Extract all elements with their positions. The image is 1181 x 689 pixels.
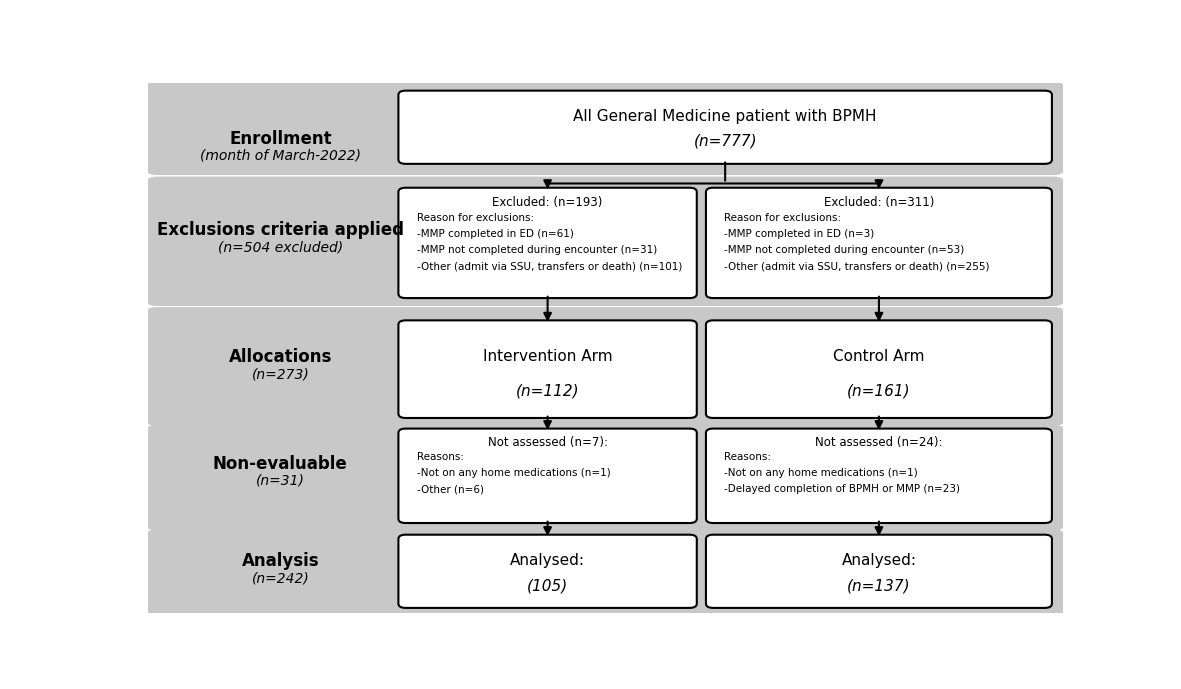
Text: Reasons:: Reasons:: [724, 452, 771, 462]
FancyBboxPatch shape: [145, 176, 1065, 306]
FancyBboxPatch shape: [145, 529, 1065, 615]
Text: (n=273): (n=273): [252, 367, 309, 382]
Text: Analysis: Analysis: [242, 552, 319, 570]
FancyBboxPatch shape: [398, 187, 697, 298]
Text: Excluded: (n=193): Excluded: (n=193): [492, 196, 602, 209]
Text: Excluded: (n=311): Excluded: (n=311): [823, 196, 934, 209]
Text: -MMP completed in ED (n=61): -MMP completed in ED (n=61): [417, 229, 574, 239]
Text: -Not on any home medications (n=1): -Not on any home medications (n=1): [417, 468, 611, 478]
FancyBboxPatch shape: [706, 535, 1052, 608]
Text: -Other (admit via SSU, transfers or death) (n=255): -Other (admit via SSU, transfers or deat…: [724, 261, 990, 271]
Text: (105): (105): [527, 578, 568, 593]
Text: Reasons:: Reasons:: [417, 452, 464, 462]
Text: -MMP not completed during encounter (n=31): -MMP not completed during encounter (n=3…: [417, 245, 657, 256]
Text: (n=137): (n=137): [847, 578, 911, 593]
Text: Enrollment: Enrollment: [229, 130, 332, 148]
FancyBboxPatch shape: [706, 320, 1052, 418]
Text: -MMP not completed during encounter (n=53): -MMP not completed during encounter (n=5…: [724, 245, 965, 256]
FancyBboxPatch shape: [706, 187, 1052, 298]
FancyBboxPatch shape: [398, 91, 1052, 164]
Text: -Other (admit via SSU, transfers or death) (n=101): -Other (admit via SSU, transfers or deat…: [417, 261, 683, 271]
Text: Intervention Arm: Intervention Arm: [483, 349, 613, 364]
Text: Control Arm: Control Arm: [833, 349, 925, 364]
FancyBboxPatch shape: [398, 535, 697, 608]
Text: Non-evaluable: Non-evaluable: [213, 455, 347, 473]
Text: (n=777): (n=777): [693, 134, 757, 149]
Text: Reason for exclusions:: Reason for exclusions:: [417, 214, 534, 223]
Text: -MMP completed in ED (n=3): -MMP completed in ED (n=3): [724, 229, 874, 239]
FancyBboxPatch shape: [398, 320, 697, 418]
Text: -Other (n=6): -Other (n=6): [417, 484, 484, 494]
Text: Reason for exclusions:: Reason for exclusions:: [724, 214, 841, 223]
Text: (n=504 excluded): (n=504 excluded): [217, 240, 342, 254]
Text: Analysed:: Analysed:: [510, 553, 585, 568]
FancyBboxPatch shape: [145, 425, 1065, 531]
FancyBboxPatch shape: [398, 429, 697, 523]
FancyBboxPatch shape: [145, 81, 1065, 175]
Text: Not assessed (n=7):: Not assessed (n=7):: [488, 436, 607, 449]
Text: (n=31): (n=31): [256, 473, 305, 488]
FancyBboxPatch shape: [145, 307, 1065, 426]
Text: (n=112): (n=112): [516, 383, 580, 398]
Text: Allocations: Allocations: [229, 349, 332, 367]
Text: Not assessed (n=24):: Not assessed (n=24):: [815, 436, 942, 449]
Text: Analysed:: Analysed:: [841, 553, 916, 568]
Text: (n=242): (n=242): [252, 571, 309, 585]
Text: (n=161): (n=161): [847, 383, 911, 398]
Text: -Not on any home medications (n=1): -Not on any home medications (n=1): [724, 468, 918, 478]
Text: (month of March-2022): (month of March-2022): [200, 149, 361, 163]
Text: -Delayed completion of BPMH or MMP (n=23): -Delayed completion of BPMH or MMP (n=23…: [724, 484, 960, 494]
Text: Exclusions criteria applied: Exclusions criteria applied: [157, 221, 404, 239]
Text: All General Medicine patient with BPMH: All General Medicine patient with BPMH: [574, 110, 877, 125]
FancyBboxPatch shape: [706, 429, 1052, 523]
